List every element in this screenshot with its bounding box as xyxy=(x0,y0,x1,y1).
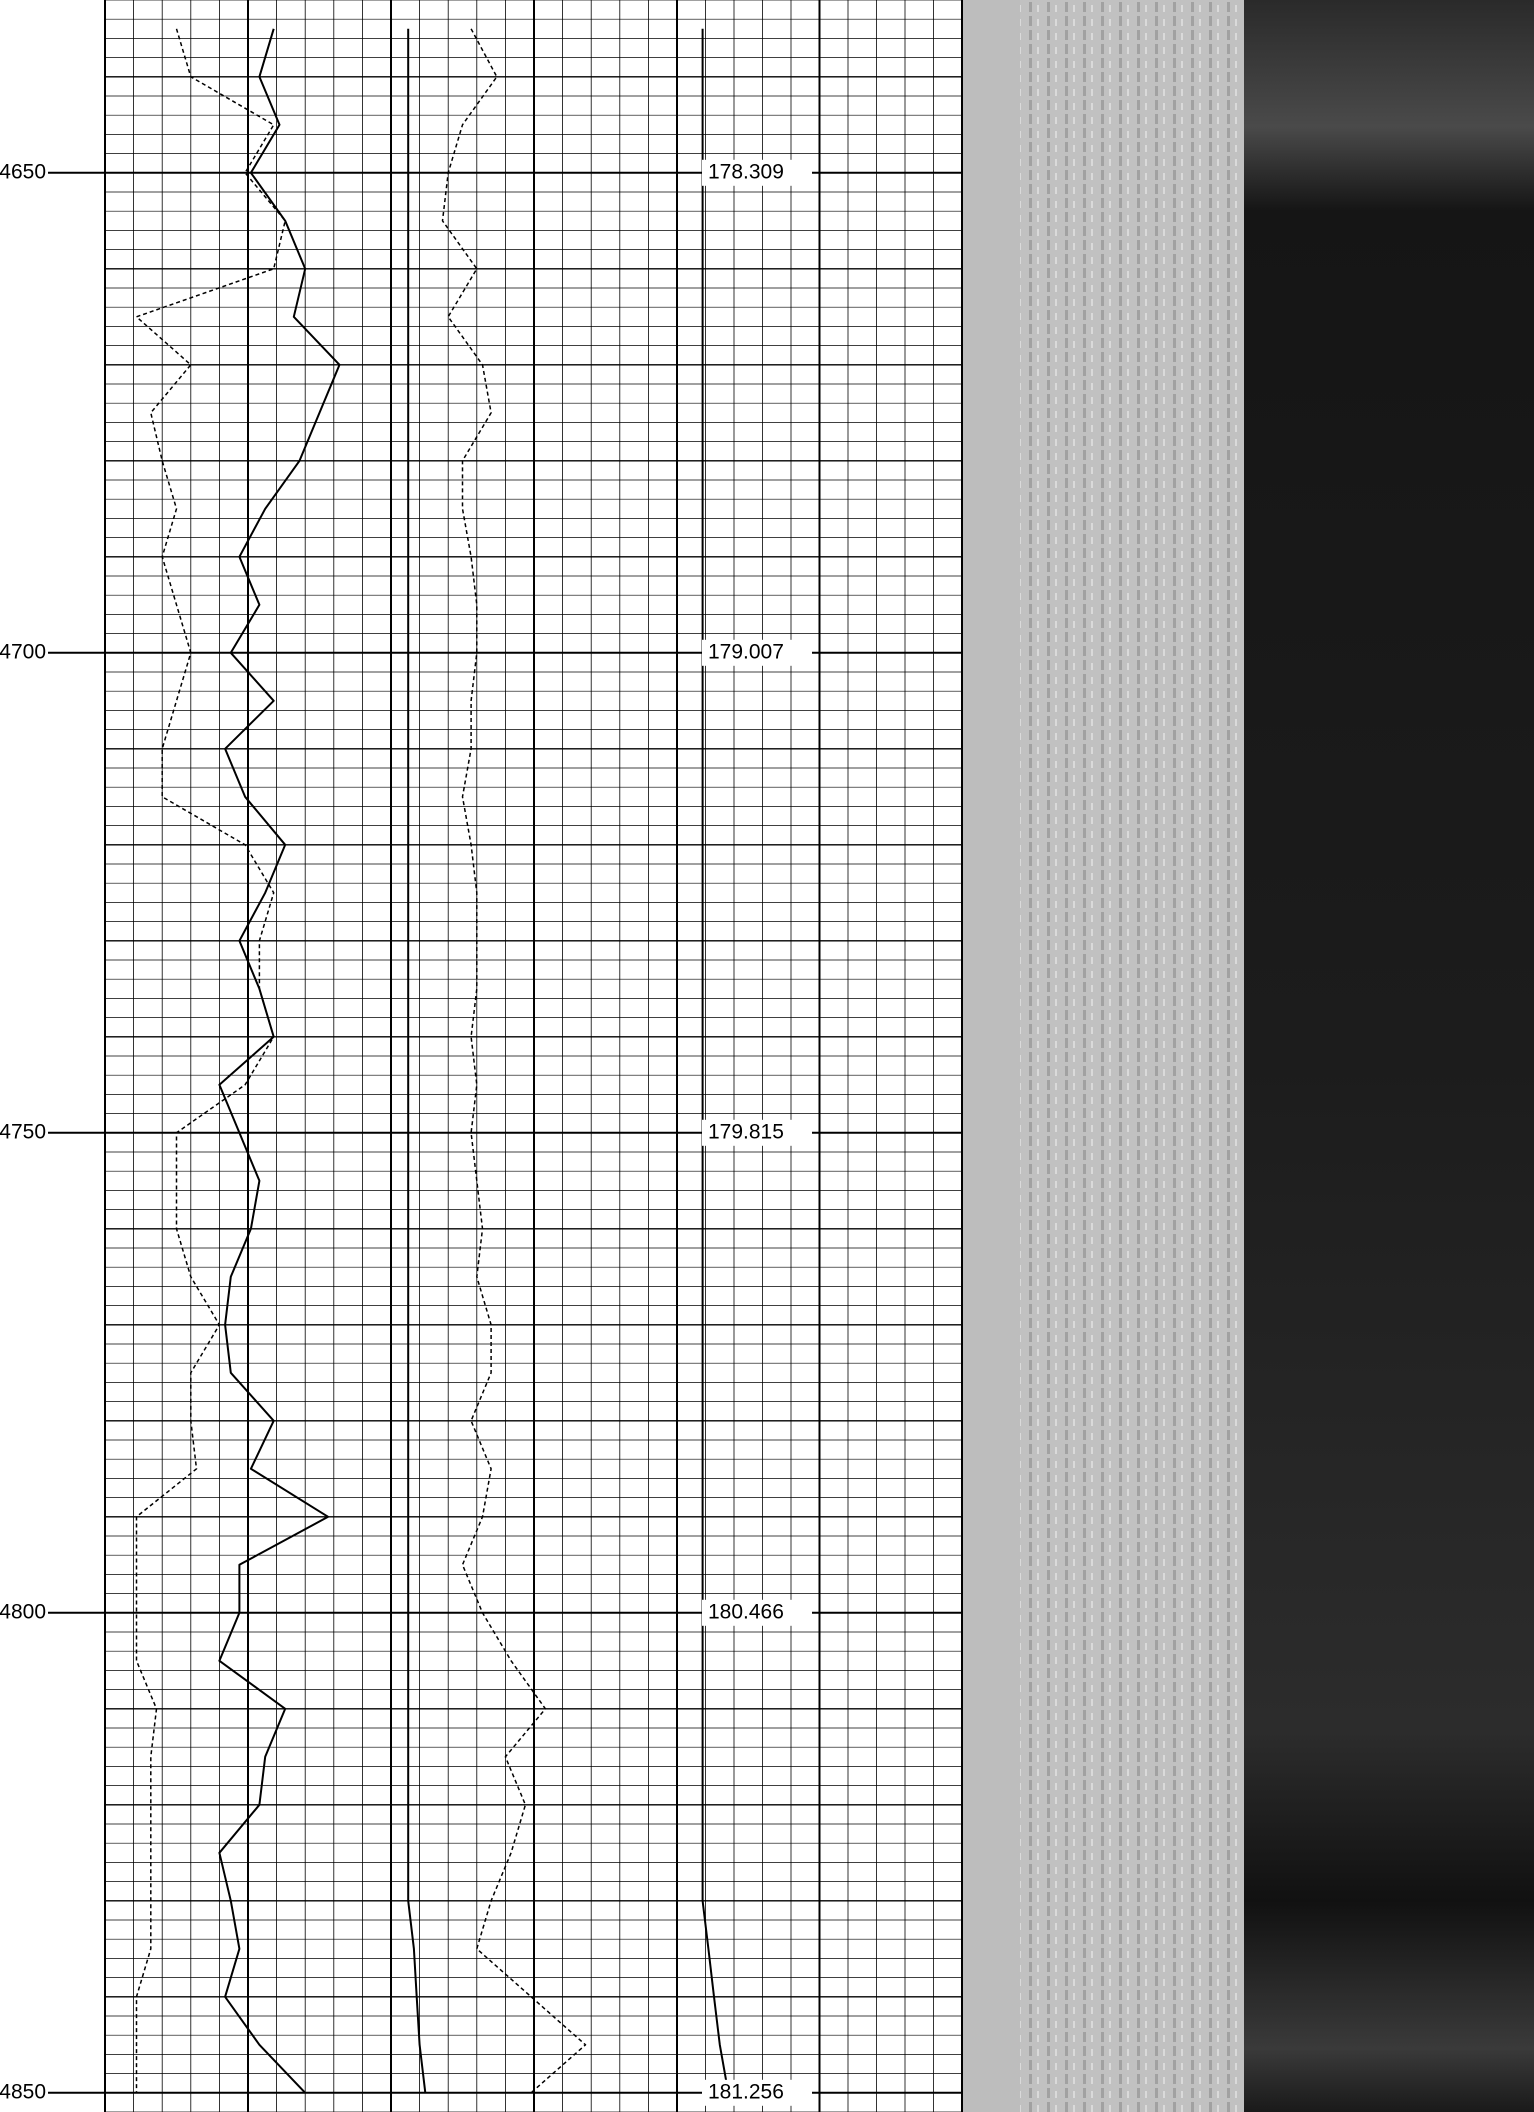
depth-label-bg xyxy=(0,160,46,185)
depth-label: 4650 xyxy=(0,160,46,183)
curve-label-bg xyxy=(702,1119,812,1146)
depth-label: 4800 xyxy=(0,1600,46,1623)
curve-label: 179.815 xyxy=(708,1120,784,1143)
curve-label-bg xyxy=(702,639,812,666)
curve-label: 179.007 xyxy=(708,640,784,663)
curve-dashed xyxy=(135,28,286,2093)
curve-solid xyxy=(407,28,427,2093)
depth-label: 4750 xyxy=(0,1120,46,1143)
depth-label-bg xyxy=(0,640,46,665)
depth-label: 4850 xyxy=(0,2080,46,2103)
dark-image-track xyxy=(1244,0,1534,2112)
curve-label: 181.256 xyxy=(708,2080,784,2103)
curve-solid xyxy=(218,28,341,2094)
curves xyxy=(135,28,730,2094)
depth-label-bg xyxy=(0,1600,46,1625)
curve-label: 178.309 xyxy=(708,160,784,183)
curve-label-bg xyxy=(702,1599,812,1626)
depth-label: 4700 xyxy=(0,640,46,663)
curve-label: 180.466 xyxy=(708,1600,784,1623)
depth-label-bg xyxy=(0,1120,46,1145)
curve-solid xyxy=(701,28,730,2093)
labels: 4650 4700 4750 4800 4850 178.309 179.007 179.81… xyxy=(0,159,812,2106)
curve-label-bg xyxy=(702,2079,812,2106)
depth-trace xyxy=(8,0,105,2112)
image-texture xyxy=(1020,0,1244,2112)
curve-label-bg xyxy=(702,159,812,186)
curve-dashed xyxy=(441,28,587,2094)
grid xyxy=(48,0,963,2112)
depth-label-bg xyxy=(0,2080,46,2105)
